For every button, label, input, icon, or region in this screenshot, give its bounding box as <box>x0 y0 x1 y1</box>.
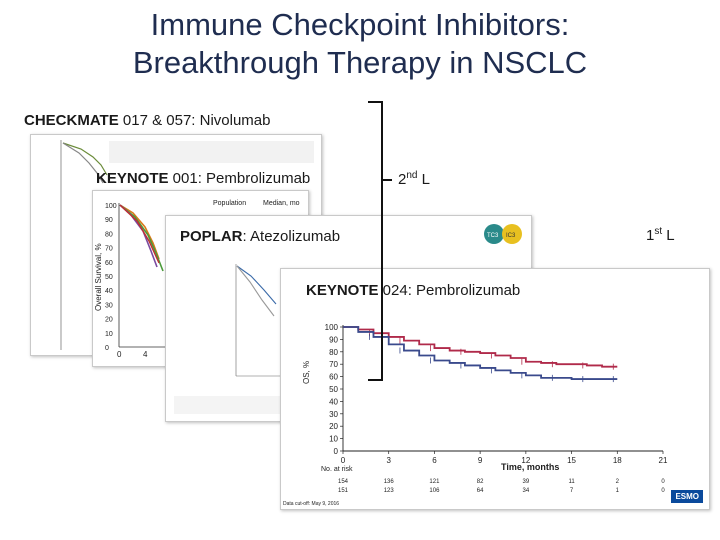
keynote024-ytick-label: 100 <box>325 323 339 332</box>
second-line-suffix: L <box>417 171 430 188</box>
keynote024-ytick-label: 50 <box>329 385 338 394</box>
keynote024-risk-cell: 82 <box>477 479 484 485</box>
poplar-name: POPLAR <box>180 228 243 245</box>
checkmate-name: CHECKMATE <box>24 112 119 129</box>
second-line-num: 2 <box>398 171 407 188</box>
first-line-suffix: L <box>662 227 675 244</box>
keynote024-xtick-label: 21 <box>659 456 668 465</box>
keynote024-ytick-label: 10 <box>329 435 338 444</box>
keynote024-risk-cell: 64 <box>477 488 484 494</box>
slide-title: Immune Checkpoint Inhibitors: Breakthrou… <box>0 6 720 82</box>
keynote001-xtick-0: 0 <box>117 350 122 359</box>
keynote024-risk-cell: 39 <box>523 479 530 485</box>
keynote001-col-header-2: Median, mo <box>263 200 300 207</box>
esmo-logo: ESMO <box>671 490 703 503</box>
checkmate-rest: 017 & 057: Nivolumab <box>118 112 271 129</box>
keynote001-ytick: 10 <box>105 331 113 338</box>
poplar-rest: : Atezolizumab <box>242 228 341 245</box>
first-line-num: 1 <box>646 227 655 244</box>
title-line-1: Immune Checkpoint Inhibitors: <box>150 7 570 42</box>
second-line-label: 2nd L <box>398 170 430 188</box>
keynote001-ytick: 20 <box>105 317 113 324</box>
poplar-badge-ic3-label: IC3 <box>506 233 516 239</box>
keynote024-ytick-label: 60 <box>329 373 338 382</box>
keynote024-risk-cell: 123 <box>384 488 395 494</box>
keynote001-ytick: 30 <box>105 302 113 309</box>
keynote024-xtick-label: 6 <box>432 456 437 465</box>
keynote024-risk-cell: 11 <box>568 479 575 485</box>
poplar-km-plot: TC3 IC3 <box>174 224 522 414</box>
keynote024-xtick-label: 18 <box>613 456 622 465</box>
keynote024-ytick-label: 30 <box>329 410 338 419</box>
keynote024-ytick-label: 40 <box>329 397 338 406</box>
keynote001-ylabel: Overall Survival, % <box>94 243 103 311</box>
keynote001-ytick: 0 <box>105 345 109 352</box>
poplar-label: POPLAR: Atezolizumab <box>180 228 340 245</box>
keynote001-ytick: 80 <box>105 231 113 238</box>
keynote024-risk-cell: 106 <box>429 488 440 494</box>
keynote024-xtick-label: 12 <box>521 456 530 465</box>
keynote001-ytick: 60 <box>105 260 113 267</box>
keynote001-name: KEYNOTE <box>96 170 169 187</box>
keynote001-km-plot: Overall Survival, % 10090807060504030201… <box>94 200 303 359</box>
keynote024-xtick-label: 9 <box>478 456 483 465</box>
second-line-sup: nd <box>406 170 418 181</box>
series-chemotherapy-line <box>343 326 618 380</box>
keynote001-rest: 001: Pembrolizumab <box>168 170 311 187</box>
checkmate-label: CHECKMATE 017 & 057: Nivolumab <box>24 112 270 129</box>
keynote024-footer: Data cut-off: May 9, 2016 <box>283 501 339 507</box>
title-line-2: Breakthrough Therapy in NSCLC <box>132 45 588 80</box>
keynote024-xlabel: Time, months <box>501 462 559 472</box>
keynote024-ytick-label: 80 <box>329 348 338 357</box>
keynote024-risk-cell: 34 <box>523 488 530 494</box>
keynote024-ytick-label: 70 <box>329 360 338 369</box>
keynote024-name: KEYNOTE <box>306 282 379 299</box>
first-line-sup: st <box>654 226 663 237</box>
poplar-badge-tc3-label: TC3 <box>487 233 499 239</box>
keynote024-figure: OS, % 100 90 80 70 60 50 40 30 20 10 0 0 3 6 9 12 15 18 21… <box>280 268 710 510</box>
first-line-label: 1st L <box>646 226 675 244</box>
keynote024-risk-cell: 1 <box>616 488 620 494</box>
keynote024-ytick-label: 20 <box>329 422 338 431</box>
keynote024-risk-cell: 121 <box>429 479 440 485</box>
keynote024-risk-cell: 0 <box>661 479 665 485</box>
keynote024-xtick-label: 15 <box>567 456 576 465</box>
poplar-badge-tc3 <box>484 224 504 244</box>
poplar-badge-ic3 <box>502 224 522 244</box>
keynote024-risk-cell: 7 <box>570 488 574 494</box>
keynote024-ytick-label: 0 <box>334 447 339 456</box>
keynote024-ytick-label: 90 <box>329 335 338 344</box>
keynote001-ytick: 70 <box>105 246 113 253</box>
keynote024-ylabel: OS, % <box>302 361 311 384</box>
keynote001-ytick: 90 <box>105 217 113 224</box>
keynote001-ytick: 50 <box>105 274 113 281</box>
keynote001-col-header: Population <box>213 200 246 207</box>
keynote024-risk-cell: 151 <box>338 488 349 494</box>
series-pembrolizumab-line <box>343 326 618 368</box>
keynote024-label: KEYNOTE 024: Pembrolizumab <box>306 282 520 299</box>
second-line-bracket <box>368 101 392 381</box>
keynote024-risk-label: No. at risk <box>321 466 353 473</box>
keynote024-risk-cell: 154 <box>338 479 349 485</box>
keynote001-label: KEYNOTE 001: Pembrolizumab <box>96 170 310 187</box>
keynote024-xtick-label: 0 <box>341 456 346 465</box>
checkmate-km-plot <box>60 140 314 350</box>
keynote001-xtick-1: 4 <box>143 350 148 359</box>
keynote001-ytick: 100 <box>105 203 117 210</box>
keynote024-rest: 024: Pembrolizumab <box>378 282 521 299</box>
keynote001-ytick: 40 <box>105 288 113 295</box>
keynote024-risk-cell: 136 <box>384 479 395 485</box>
keynote024-risk-cell: 2 <box>616 479 620 485</box>
keynote024-risk-cell: 0 <box>661 488 665 494</box>
keynote024-xtick-label: 3 <box>386 456 391 465</box>
